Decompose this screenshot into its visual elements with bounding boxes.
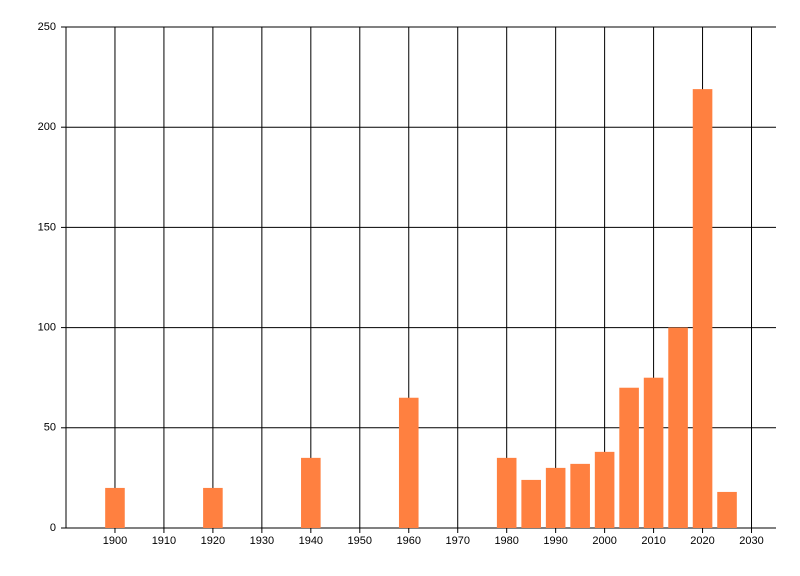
x-tick-label: 1960 [397, 535, 421, 547]
bar [643, 377, 664, 528]
x-tick-label: 1920 [201, 535, 225, 547]
bar [203, 487, 223, 528]
x-tick-label: 1900 [103, 535, 127, 547]
x-tick-label: 2030 [739, 535, 763, 547]
bar [570, 463, 590, 528]
x-tick-label: 1980 [494, 535, 518, 547]
y-tick-label: 150 [38, 221, 56, 233]
bar [496, 457, 517, 528]
bar [398, 397, 419, 528]
x-tick-label: 1930 [250, 535, 274, 547]
bar [717, 491, 737, 528]
bar [545, 467, 566, 528]
x-tick-label: 1950 [348, 535, 372, 547]
bar [594, 451, 615, 528]
x-tick-label: 2010 [641, 535, 665, 547]
x-tick-label: 1910 [152, 535, 176, 547]
x-tick-label: 2000 [592, 535, 616, 547]
bar [521, 479, 541, 528]
bar [668, 327, 688, 528]
bar [301, 457, 321, 528]
bar [105, 487, 125, 528]
bar [619, 387, 639, 528]
x-tick-label: 2020 [690, 535, 714, 547]
y-tick-label: 200 [38, 121, 56, 133]
x-tick-label: 1940 [299, 535, 323, 547]
bar [692, 89, 713, 529]
y-tick-label: 0 [50, 522, 56, 534]
x-tick-label: 1990 [543, 535, 567, 547]
y-tick-label: 100 [38, 322, 56, 334]
x-tick-label: 1970 [445, 535, 469, 547]
y-tick-label: 50 [44, 422, 56, 434]
y-tick-label: 250 [38, 21, 56, 33]
